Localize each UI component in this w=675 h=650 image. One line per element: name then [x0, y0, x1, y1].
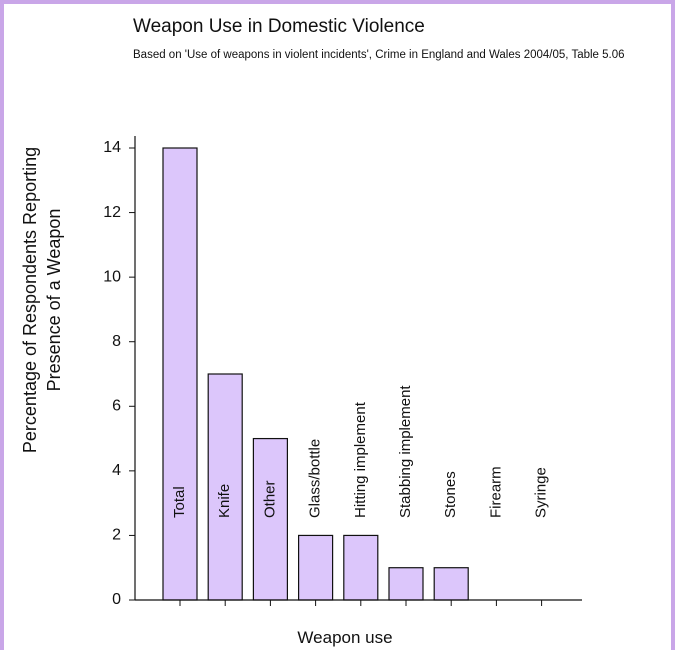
- bar-label-hitting-implement: Hitting implement: [352, 401, 369, 518]
- bar-labels-layer: Total Knife Other Glass/bottle Hitting imple…: [171, 385, 550, 518]
- y-tick-label-8: 8: [112, 333, 121, 350]
- y-tick-label-2: 2: [112, 527, 121, 544]
- bar-label-syringe: Syringe: [533, 467, 550, 518]
- y-tick-label-0: 0: [112, 591, 121, 608]
- chart-title: Weapon Use in Domestic Violence: [133, 16, 425, 37]
- y-axis-label-line-2: Presence of a Weapon: [44, 209, 64, 392]
- x-axis-label: Weapon use: [297, 628, 392, 647]
- bar-other: [252, 437, 288, 601]
- bar-stones: [433, 567, 469, 601]
- y-tick-label-12: 12: [103, 204, 121, 221]
- bars-layer: [162, 147, 469, 601]
- y-axis-label-line-1: Percentage of Respondents Reporting: [20, 147, 40, 453]
- y-tick-label-6: 6: [112, 398, 121, 415]
- y-tick-label-10: 10: [103, 268, 121, 285]
- bar-label-firearm: Firearm: [487, 466, 504, 518]
- bar-stabbing-implement: [388, 567, 424, 601]
- y-tick-label-14: 14: [103, 139, 121, 156]
- bar-label-other: Other: [261, 480, 278, 518]
- bar-label-total: Total: [171, 486, 188, 518]
- bar-label-stabbing-implement: Stabbing implement: [397, 385, 414, 518]
- bar-label-glass-bottle: Glass/bottle: [307, 439, 324, 518]
- bar-glass-bottle: [298, 534, 334, 601]
- chart-subtitle: Based on 'Use of weapons in violent inci…: [133, 49, 625, 61]
- axes-layer: 0 2 4 6 8 10 12 14: [103, 136, 582, 608]
- bar-label-knife: Knife: [216, 484, 233, 518]
- bar-total: [162, 147, 198, 601]
- bar-knife: [207, 373, 243, 601]
- bar-label-stones: Stones: [442, 471, 459, 518]
- bar-hitting-implement: [343, 534, 379, 601]
- y-tick-label-4: 4: [112, 462, 121, 479]
